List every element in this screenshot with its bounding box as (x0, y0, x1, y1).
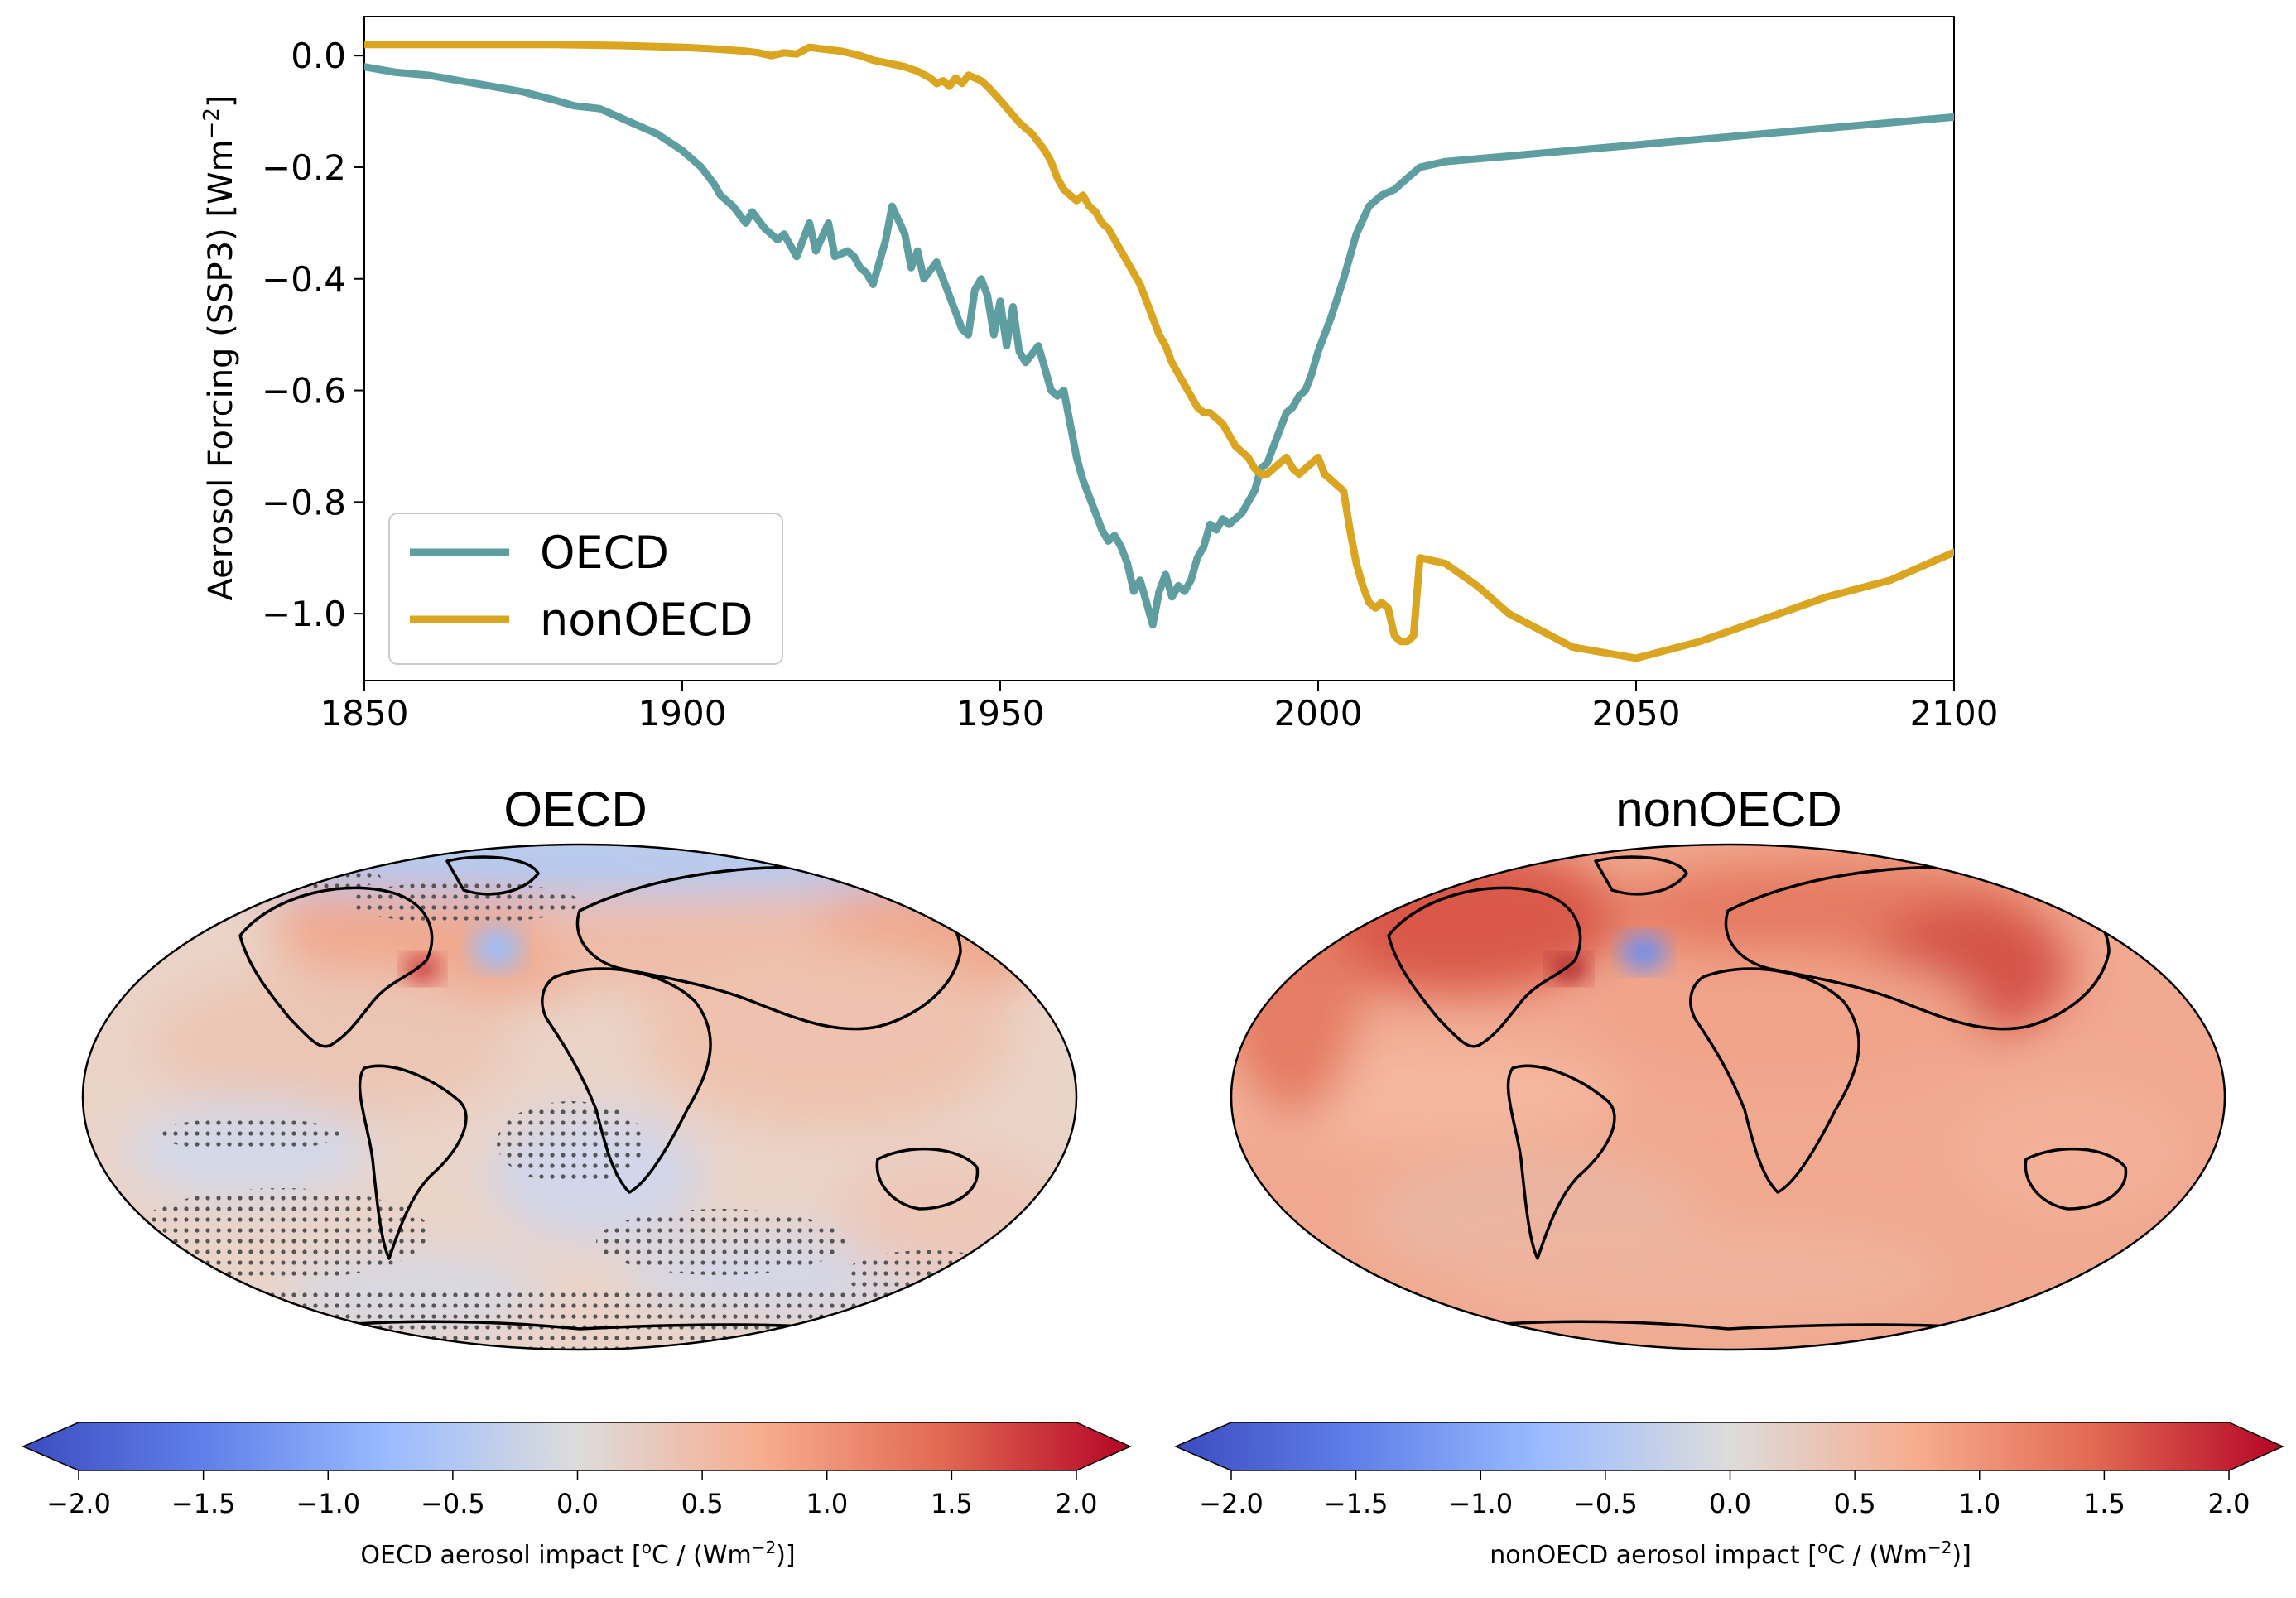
oecd-colorbar-ticks: −2.0 −1.5 −1.0 −0.5 0.0 0.5 1.0 1.5 2.0 (46, 1470, 1097, 1519)
colorbar-tick-label: 2.0 (1056, 1488, 1098, 1519)
legend: OECD nonOECD (388, 513, 783, 665)
x-axis: 1850 1900 1950 2000 2050 2100 (320, 681, 1999, 734)
oecd-colorbar-bar (22, 1422, 1132, 1471)
nonoecd-colorbar-label: nonOECD aerosol impact [oC / (Wm−2)] (1490, 1538, 1971, 1570)
oecd-colorbar: −2.0 −1.5 −1.0 −0.5 0.0 0.5 1.0 1.5 2.0 OECD aer… (22, 1422, 1132, 1570)
colorbar-tick-label: 2.0 (2208, 1488, 2250, 1519)
oecd-map-title: OECD (503, 782, 647, 837)
nonoecd-map-title: nonOECD (1615, 782, 1841, 837)
series-group (364, 41, 1954, 662)
colorbar-tick-label: −0.5 (421, 1488, 485, 1519)
colorbar-tick-label: 0.0 (1709, 1488, 1751, 1519)
y-axis-label: Aerosol Forcing (SSP3) [Wm−2] (200, 95, 240, 601)
x-tick-label: 2000 (1274, 693, 1363, 734)
colorbar-tick-label: 0.0 (556, 1488, 599, 1519)
colorbar-tick-label: 1.0 (1958, 1488, 2000, 1519)
nonoecd-map-field (1231, 845, 2225, 1350)
colorbar-tick-label: −0.5 (1573, 1488, 1638, 1519)
nonoecd-map-panel: nonOECD (1230, 782, 2226, 1351)
colorbar-tick-label: −1.0 (296, 1488, 360, 1519)
oecd-colorbar-label: OECD aerosol impact [oC / (Wm−2)] (360, 1538, 795, 1570)
oecd-map-outline (81, 843, 1078, 1351)
y-tick-label: −0.8 (262, 482, 346, 522)
series-line-nonoecd (364, 41, 1954, 662)
y-axis: 0.0 −0.2 −0.4 −0.6 −0.8 −1.0 (262, 36, 364, 634)
y-axis-label-end: ] (202, 95, 240, 108)
nonoecd-colorbar-ticks: −2.0 −1.5 −1.0 −0.5 0.0 0.5 1.0 1.5 2.0 (1199, 1470, 2250, 1519)
x-tick-label: 2100 (1910, 693, 1999, 734)
y-tick-label: −0.2 (262, 147, 346, 188)
colorbar-tick-label: −2.0 (1199, 1488, 1264, 1519)
nonoecd-colorbar-bar (1174, 1422, 2284, 1471)
legend-label-oecd: OECD (540, 527, 669, 579)
nonoecd-map-outline (1230, 843, 2226, 1351)
x-tick-label: 1900 (638, 693, 727, 734)
y-tick-label: −0.4 (262, 259, 346, 300)
nonoecd-colorbar: −2.0 −1.5 −1.0 −0.5 0.0 0.5 1.0 1.5 2.0 nonOECD … (1174, 1422, 2284, 1570)
colorbar-tick-label: −2.0 (46, 1488, 111, 1519)
colorbar-tick-label: −1.0 (1448, 1488, 1513, 1519)
x-tick-label: 1850 (320, 693, 409, 734)
oecd-map-field (83, 845, 1076, 1350)
y-tick-label: 0.0 (291, 36, 346, 76)
colorbar-tick-label: 1.5 (931, 1488, 973, 1519)
x-tick-label: 1950 (956, 693, 1045, 734)
y-tick-label: −1.0 (262, 594, 346, 634)
forcing-line-chart: 1850 1900 1950 2000 2050 2100 0.0 −0.2 −0.4 −0.6… (200, 16, 1999, 734)
oecd-map-panel: OECD (81, 782, 1078, 1351)
legend-label-nonoecd: nonOECD (540, 594, 753, 646)
x-tick-label: 2050 (1592, 693, 1681, 734)
colorbar-tick-label: 1.0 (806, 1488, 848, 1519)
y-axis-label-superscript: −2 (200, 108, 224, 139)
series-line-oecd (364, 63, 1954, 629)
y-tick-label: −0.6 (262, 371, 346, 412)
colorbar-tick-label: 0.5 (681, 1488, 724, 1519)
colorbar-tick-label: −1.5 (171, 1488, 236, 1519)
colorbar-tick-label: 0.5 (1834, 1488, 1876, 1519)
colorbar-tick-label: 1.5 (2083, 1488, 2125, 1519)
colorbar-tick-label: −1.5 (1324, 1488, 1389, 1519)
